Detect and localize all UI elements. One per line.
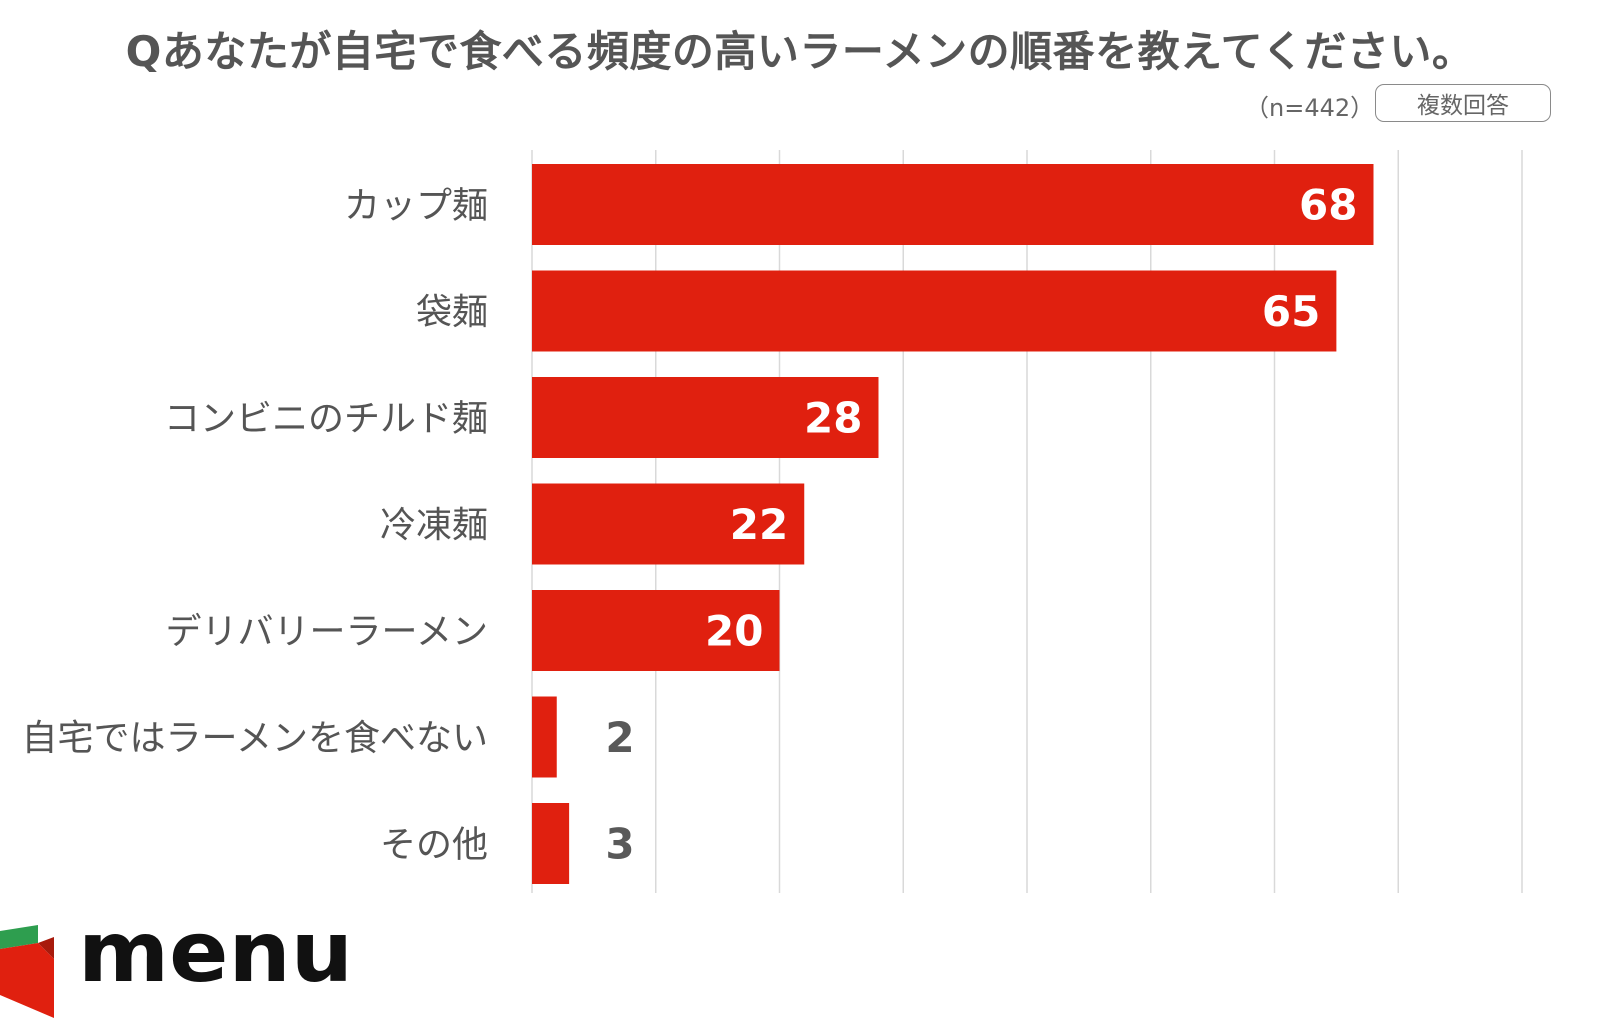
category-label: カップ麺 xyxy=(344,186,488,227)
bar-value-label: 3 xyxy=(605,820,634,869)
bar xyxy=(532,483,805,565)
bar-value-label: 68 xyxy=(1299,181,1357,230)
category-label: 袋麺 xyxy=(416,292,488,333)
bar xyxy=(532,270,1337,352)
bar-value-label: 28 xyxy=(804,394,862,443)
sample-size-note: （n=442） xyxy=(1245,94,1375,122)
menu-logo-text: menu xyxy=(78,925,353,1001)
bar-value-label: 2 xyxy=(605,713,634,762)
bar xyxy=(532,164,1374,245)
bar-value-label: 22 xyxy=(730,500,788,549)
category-label: コンビニのチルド麺 xyxy=(164,399,488,440)
menu-logo-icon xyxy=(0,925,54,1018)
category-label: 冷凍麺 xyxy=(380,505,488,546)
bar-value-label: 20 xyxy=(705,607,763,656)
category-label: デリバリーラーメン xyxy=(165,612,488,653)
category-label: 自宅ではラーメンを食べない xyxy=(21,718,488,759)
chart-title: Qあなたが自宅で食べる頻度の高いラーメンの順番を教えてください。 xyxy=(125,27,1475,76)
bar-value-label: 65 xyxy=(1262,287,1320,336)
bar xyxy=(532,803,570,884)
bar xyxy=(532,696,557,778)
bar xyxy=(532,590,780,671)
answer-type-badge: 複数回答 xyxy=(1375,84,1551,122)
menu-logo: menu xyxy=(0,925,353,1018)
bar xyxy=(532,377,879,458)
category-label: その他 xyxy=(380,825,488,866)
